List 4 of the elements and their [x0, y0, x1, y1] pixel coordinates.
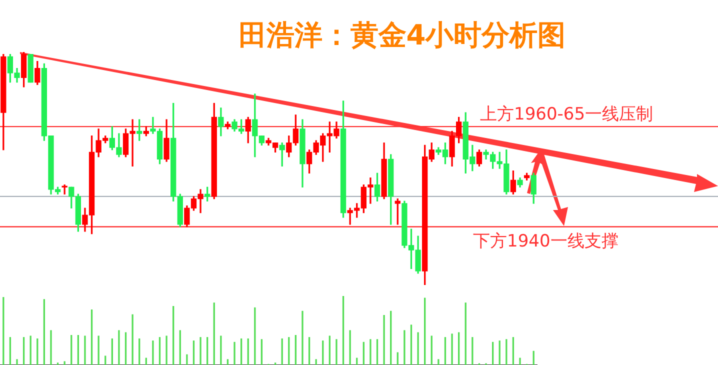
chart-title: 田浩洋：黄金4小时分析图 [238, 18, 566, 52]
ref-line-label: 下方1940一线支撑 [473, 232, 618, 252]
ref-line-label: 上方1960-65一线压制 [480, 104, 654, 124]
candlestick [62, 184, 68, 194]
